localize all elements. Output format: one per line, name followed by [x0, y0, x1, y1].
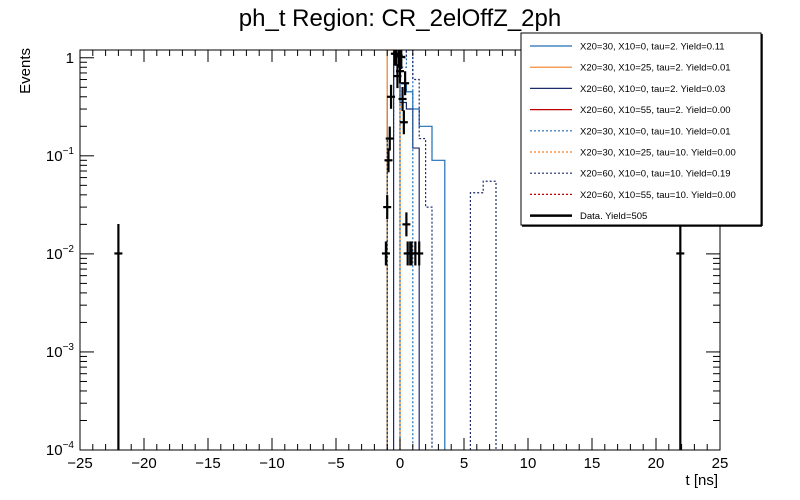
- histogram-series-4: [399, 50, 414, 450]
- histogram-series-group: [386, 50, 497, 450]
- legend-entry-label-0: X20=30, X10=0, tau=2. Yield=0.11: [580, 42, 725, 53]
- y-tick-base: 10: [46, 344, 63, 361]
- data-point-0: [114, 223, 123, 450]
- legend: X20=30, X10=0, tau=2. Yield=0.11 X20=30, …: [520, 32, 763, 227]
- y-tick-label: 10−2: [46, 244, 75, 263]
- x-axis-label: t [ns]: [685, 472, 718, 489]
- data-point-13: [399, 110, 408, 135]
- plot-content: [114, 50, 685, 450]
- x-tick-label: −25: [67, 455, 92, 472]
- data-point-4: [385, 126, 394, 151]
- chart-title: ph_t Region: CR_2elOffZ_2ph: [239, 5, 561, 32]
- y-tick-base: 10: [46, 148, 63, 165]
- data-point-20: [415, 241, 424, 266]
- legend-entry-label-3: X20=60, X10=55, tau=2. Yield=0.00: [580, 105, 731, 116]
- x-tick-label: 25: [712, 455, 729, 472]
- data-point-14: [401, 71, 410, 96]
- x-tick-label: −10: [259, 455, 284, 472]
- y-tick-exponent: −1: [63, 146, 75, 157]
- x-tick-label: −5: [327, 455, 344, 472]
- legend-box: [520, 32, 762, 226]
- y-tick-exponent: −3: [63, 342, 75, 353]
- legend-entry-label-7: X20=60, X10=55, tau=10. Yield=0.00: [580, 190, 736, 201]
- y-tick-base: 1: [66, 50, 74, 67]
- x-tick-label: 20: [648, 455, 665, 472]
- y-tick-label: 1: [66, 50, 74, 67]
- histogram-series-6: [386, 50, 497, 450]
- x-tick-label: 15: [584, 455, 601, 472]
- histogram-series-1: [386, 50, 401, 450]
- legend-entry-label-1: X20=30, X10=25, tau=2. Yield=0.01: [580, 63, 731, 74]
- y-tick-label: 10−4: [46, 440, 75, 459]
- data-point-1: [381, 241, 390, 266]
- data-points-group: [114, 50, 685, 450]
- y-tick-label: 10−1: [46, 146, 75, 165]
- x-tick-label: 10: [520, 455, 537, 472]
- data-point-21: [676, 223, 685, 450]
- legend-entry-label-8: Data. Yield=505: [580, 211, 647, 222]
- data-point-5: [387, 84, 396, 109]
- x-tick-label: 5: [460, 455, 468, 472]
- legend-entry-label-4: X20=30, X10=0, tau=10. Yield=0.01: [580, 126, 731, 137]
- legend-entry-label-2: X20=60, X10=0, tau=2. Yield=0.03: [580, 84, 725, 95]
- x-tick-label: −20: [131, 455, 156, 472]
- y-tick-exponent: −4: [63, 440, 75, 451]
- y-axis-label: Events: [17, 48, 34, 94]
- legend-entry-label-6: X20=60, X10=0, tau=10. Yield=0.19: [580, 169, 731, 180]
- x-tick-label: 0: [396, 455, 404, 472]
- data-point-11: [397, 50, 406, 69]
- y-tick-base: 10: [46, 246, 63, 263]
- data-point-10: [396, 59, 404, 84]
- data-point-2: [383, 195, 392, 220]
- y-tick-label: 10−3: [46, 342, 75, 361]
- data-point-15: [402, 212, 411, 237]
- legend-entry-label-5: X20=30, X10=25, tau=10. Yield=0.00: [580, 148, 736, 159]
- histogram-series-2: [393, 50, 420, 450]
- y-tick-base: 10: [46, 442, 63, 459]
- data-point-3: [384, 148, 393, 173]
- x-tick-label: −15: [195, 455, 220, 472]
- y-tick-exponent: −2: [63, 244, 75, 255]
- data-point-12: [398, 86, 407, 111]
